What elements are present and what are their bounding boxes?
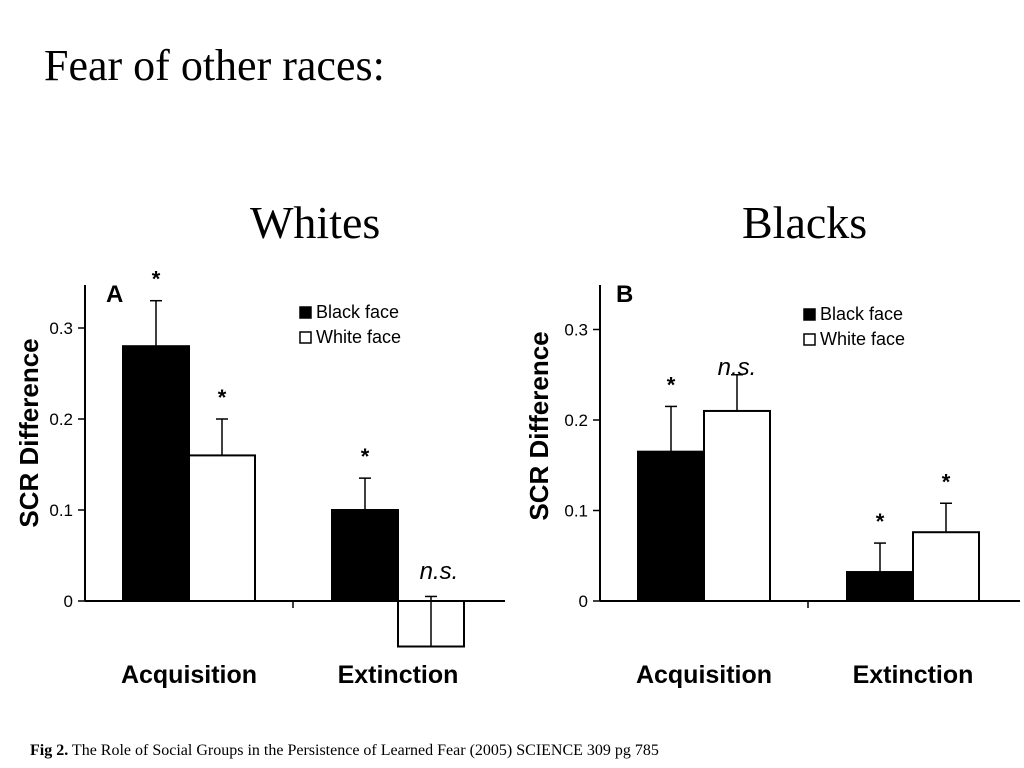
significance-marker: *	[152, 267, 161, 292]
category-label: Extinction	[338, 661, 459, 689]
y-tick-label: 0.2	[564, 411, 588, 430]
bar-black-face	[331, 509, 399, 602]
legend-label: White face	[316, 327, 401, 347]
y-tick-label: 0.1	[564, 502, 588, 521]
significance-marker: *	[667, 372, 676, 397]
legend-label: Black face	[316, 302, 399, 322]
legend-swatch	[803, 333, 816, 346]
legend-label: White face	[820, 329, 905, 349]
chart-b: 0 0.1 0.2 0.3 SCR Difference B * n.s. Acquisitio…	[524, 281, 1020, 689]
caption-text: The Role of Social Groups in the Persist…	[68, 742, 659, 759]
category-label: Acquisition	[636, 661, 772, 689]
bar-black-face	[637, 450, 705, 602]
figure-caption: Fig 2. The Role of Social Groups in the …	[30, 742, 659, 760]
y-tick-label: 0	[64, 592, 73, 611]
bar-white-face	[912, 531, 980, 602]
legend-swatch	[803, 308, 816, 321]
y-tick-label: 0	[579, 592, 588, 611]
panel-heading-blacks: Blacks	[742, 197, 868, 248]
panel-label: A	[106, 281, 123, 308]
category-label: Extinction	[853, 661, 974, 689]
bar-black-face	[122, 345, 190, 603]
bar-white-face	[188, 454, 256, 602]
y-tick-label: 0.2	[49, 410, 73, 429]
bar-white-face	[703, 409, 771, 603]
category-label: Acquisition	[121, 661, 257, 689]
significance-marker: *	[218, 385, 227, 410]
caption-label: Fig 2.	[30, 742, 69, 759]
slide-title: Fear of other races:	[44, 41, 385, 90]
y-axis-label: SCR Difference	[524, 331, 554, 520]
ns-label: n.s.	[718, 354, 757, 381]
significance-marker: *	[876, 509, 885, 534]
panel-heading-whites: Whites	[250, 197, 381, 248]
y-tick-label: 0.1	[49, 501, 73, 520]
legend-swatch	[299, 306, 312, 319]
y-tick-label: 0.3	[564, 321, 588, 340]
y-tick-label: 0.3	[49, 319, 73, 338]
legend-label: Black face	[820, 304, 903, 324]
chart-a: 0 0.1 0.2 0.3 SCR Difference A * * Acquisition * n…	[14, 267, 505, 689]
legend-swatch	[299, 331, 312, 344]
ns-label: n.s.	[420, 558, 459, 585]
significance-marker: *	[942, 469, 951, 494]
bar-black-face	[846, 571, 914, 602]
y-axis-label: SCR Difference	[14, 338, 44, 527]
panel-label: B	[616, 281, 633, 308]
significance-marker: *	[361, 444, 370, 469]
